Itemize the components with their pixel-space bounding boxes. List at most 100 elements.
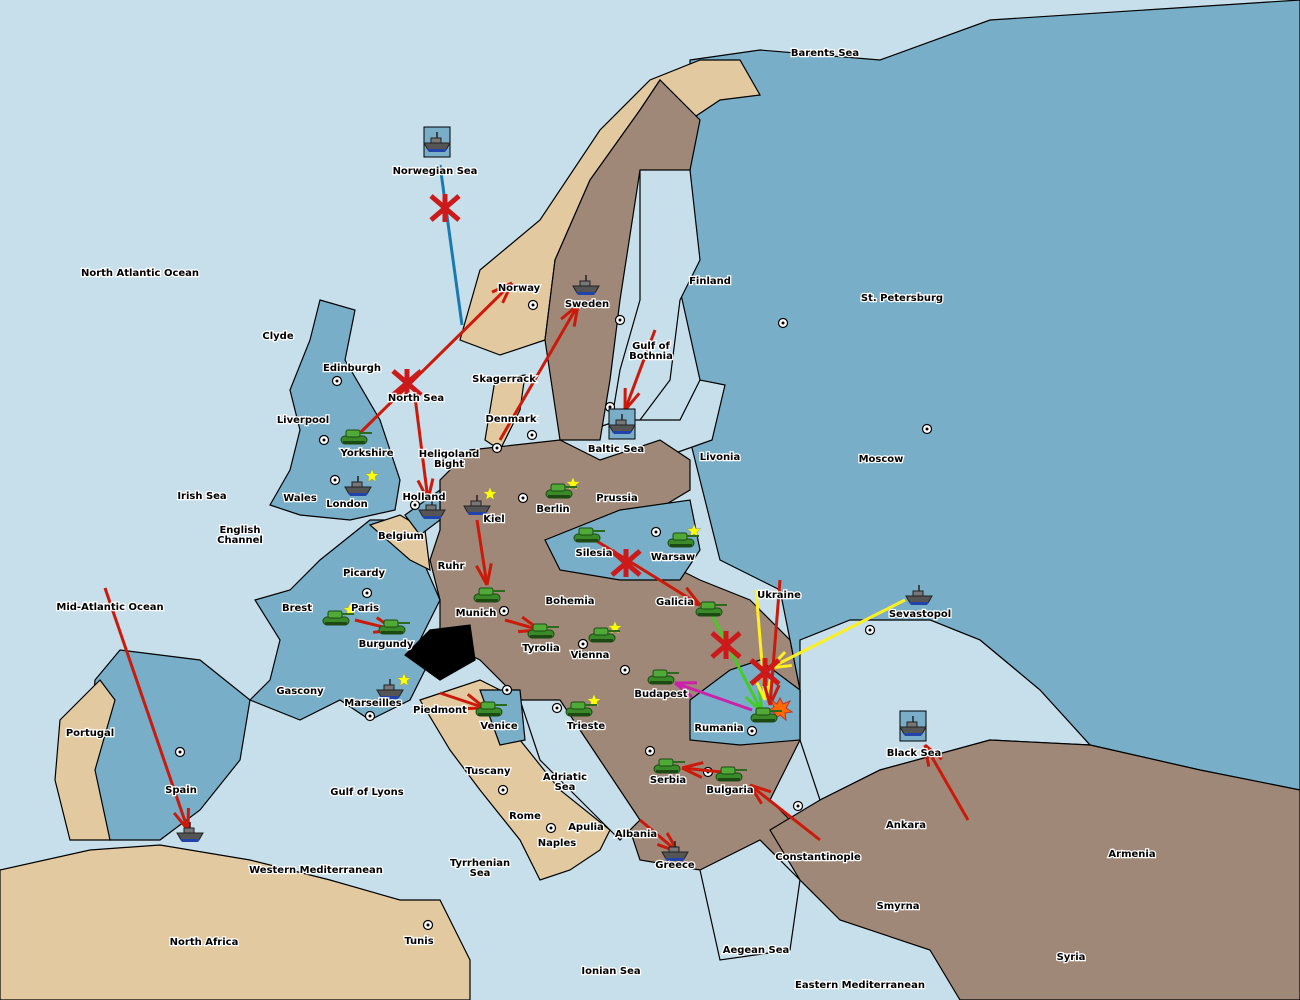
arrowhead xyxy=(560,303,579,321)
label-galicia: Galicia xyxy=(656,597,694,608)
label-trieste: Trieste xyxy=(567,721,606,732)
order-arrow xyxy=(439,691,486,710)
army-unit-trieste[interactable] xyxy=(565,701,597,717)
label-skagerrack: Skagerrack xyxy=(472,374,536,385)
label-gascony: Gascony xyxy=(276,686,324,697)
label-marseilles: Marseilles xyxy=(344,698,401,709)
label-moscow: Moscow xyxy=(859,454,904,465)
label-barents-sea: Barents Sea xyxy=(791,48,859,59)
label-north-africa: North Africa xyxy=(170,937,239,948)
label-mid-atlantic-ocean: Mid-Atlantic Ocean xyxy=(56,602,163,613)
fleet-unit-sweden[interactable] xyxy=(572,275,600,295)
order-arrow xyxy=(623,329,657,411)
label-venice: Venice xyxy=(480,721,517,732)
army-unit-budapest[interactable] xyxy=(647,669,679,685)
label-constantinople: Constantinople xyxy=(775,852,861,863)
arrowhead xyxy=(485,563,493,586)
fleet-unit-kiel[interactable] xyxy=(463,495,491,515)
label-kiel: Kiel xyxy=(483,514,504,525)
label-denmark: Denmark xyxy=(486,414,537,425)
army-unit-vienna[interactable] xyxy=(588,627,620,643)
army-unit-burgundy[interactable] xyxy=(378,619,410,635)
army-unit-piedmont[interactable] xyxy=(475,701,507,717)
ship-icon xyxy=(905,585,933,605)
failed-order-x-icon xyxy=(749,658,781,686)
label-ruhr: Ruhr xyxy=(438,561,465,572)
army-unit-bulgaria[interactable] xyxy=(715,766,747,782)
fleet-unit-holland[interactable] xyxy=(418,499,446,519)
label-tyrolia: Tyrolia xyxy=(522,643,560,654)
tank-icon xyxy=(378,619,410,635)
label-rumania: Rumania xyxy=(694,723,743,734)
label-belgium: Belgium xyxy=(378,531,424,542)
tank-icon xyxy=(715,766,747,782)
army-unit-yorkshire[interactable] xyxy=(340,429,372,445)
label-naples: Naples xyxy=(538,838,576,849)
army-unit-tyrolia[interactable] xyxy=(527,623,559,639)
label-north-sea: North Sea xyxy=(388,393,444,404)
label-edinburgh: Edinburgh xyxy=(323,363,381,374)
fleet-unit-london[interactable] xyxy=(344,476,372,496)
tank-icon xyxy=(527,623,559,639)
fleet-unit-marseilles[interactable] xyxy=(376,679,404,699)
army-unit-berlin[interactable] xyxy=(545,483,577,499)
order-arrow xyxy=(358,281,514,435)
region-silesia-warsaw[interactable] xyxy=(544,499,701,581)
label-tunis: Tunis xyxy=(404,936,433,947)
order-arrow xyxy=(475,519,489,586)
region-aegean[interactable] xyxy=(699,839,801,961)
arrowhead xyxy=(748,784,763,805)
tank-icon xyxy=(545,483,577,499)
star-icon xyxy=(686,523,702,538)
arrowhead xyxy=(763,678,773,701)
label-ankara: Ankara xyxy=(886,820,926,831)
army-unit-silesia[interactable] xyxy=(573,527,605,543)
label-norwegian-sea: Norwegian Sea xyxy=(393,166,478,177)
fleet-unit-sevastopol[interactable] xyxy=(905,585,933,605)
label-london: London xyxy=(326,499,368,510)
units-layer[interactable] xyxy=(176,126,933,861)
fleet-unit-greece[interactable] xyxy=(661,841,689,861)
army-unit-serbia[interactable] xyxy=(653,758,685,774)
region-gulf-of-bothnia[interactable] xyxy=(609,159,701,431)
label-prussia: Prussia xyxy=(596,493,637,504)
ship-icon xyxy=(661,841,689,861)
label-spain: Spain xyxy=(165,785,197,796)
army-unit-warsaw[interactable] xyxy=(667,532,699,548)
arrowhead xyxy=(416,479,430,501)
army-unit-brest[interactable] xyxy=(322,610,354,626)
region-portugal[interactable] xyxy=(54,679,116,841)
region-turkey[interactable] xyxy=(769,739,1300,1000)
failed-order-x-icon xyxy=(610,549,642,577)
army-unit-rumania[interactable] xyxy=(750,707,782,723)
label-tyrrhenian-sea: Tyrrhenian Sea xyxy=(450,858,510,879)
arrowhead xyxy=(572,304,580,327)
fleet-unit-norwegian-sea[interactable] xyxy=(423,126,451,158)
label-finland: Finland xyxy=(689,276,731,287)
label-norway: Norway xyxy=(498,283,541,294)
arrowhead xyxy=(749,783,772,794)
failed-order-x-icon xyxy=(391,369,423,397)
label-armenia: Armenia xyxy=(1108,849,1155,860)
arrowhead xyxy=(426,478,435,501)
region-britain[interactable] xyxy=(269,299,401,521)
order-arrow xyxy=(768,579,782,706)
label-apulia: Apulia xyxy=(568,822,604,833)
fleet-unit-baltic-sea[interactable] xyxy=(608,408,636,440)
fleet-unit-spain[interactable] xyxy=(176,822,204,842)
order-arrow xyxy=(438,164,464,326)
army-unit-munich[interactable] xyxy=(473,587,505,603)
arrowhead xyxy=(681,761,704,770)
label-sevastopol: Sevastopol xyxy=(889,609,951,620)
region-switzerland[interactable] xyxy=(404,624,476,681)
region-north-africa[interactable] xyxy=(0,844,471,1000)
label-albania: Albania xyxy=(615,829,657,840)
dislodged-burst-icon xyxy=(766,696,794,722)
fleet-unit-black-sea[interactable] xyxy=(899,710,927,742)
label-serbia: Serbia xyxy=(650,775,686,786)
label-ionian-sea: Ionian Sea xyxy=(581,966,640,977)
tank-icon xyxy=(667,532,699,548)
army-unit-galicia[interactable] xyxy=(695,601,727,617)
